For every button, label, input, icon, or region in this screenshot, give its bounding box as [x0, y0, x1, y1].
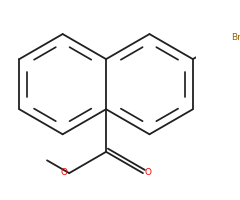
Text: O: O [144, 168, 151, 177]
Text: O: O [61, 168, 68, 177]
Text: Br: Br [231, 33, 240, 42]
